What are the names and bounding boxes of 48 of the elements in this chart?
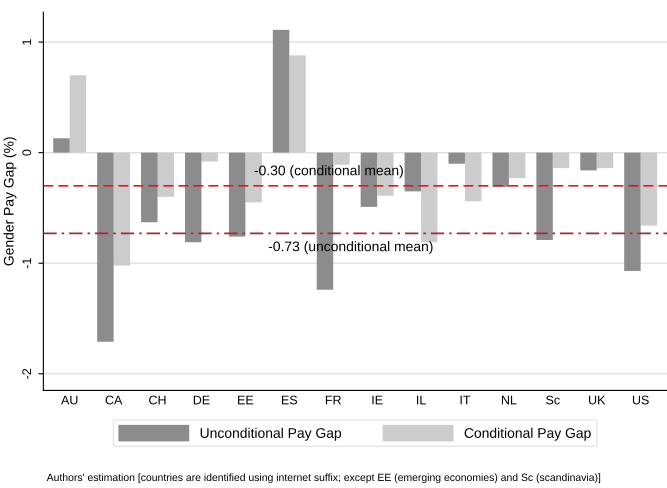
bar bbox=[97, 152, 114, 342]
bar bbox=[640, 152, 658, 226]
x-tick-label: CA bbox=[106, 396, 122, 404]
x-tick-label: Sc bbox=[546, 396, 560, 404]
bar bbox=[421, 152, 438, 242]
x-tick-label: IE bbox=[372, 396, 383, 404]
x-tick-label: IL bbox=[417, 396, 426, 404]
y-tick-label: -2 bbox=[22, 368, 32, 379]
bar bbox=[184, 152, 202, 242]
bar bbox=[289, 55, 306, 153]
bar bbox=[53, 138, 70, 153]
x-tick-label: EE bbox=[238, 396, 254, 404]
y-tick-label: -1 bbox=[22, 258, 32, 268]
text: Authors' estimation [countries are identified using internet suffix; except EE (emerging economies) and Sc (scandinavia)] bbox=[46, 473, 600, 484]
bar bbox=[508, 152, 526, 178]
x-tick-label: NL bbox=[502, 396, 516, 404]
y-axis-title: Gender Pay Gap (%) bbox=[3, 137, 16, 266]
bar bbox=[552, 152, 570, 168]
bar bbox=[114, 152, 130, 266]
bar bbox=[492, 152, 509, 187]
x-tick-label: CH bbox=[149, 396, 166, 404]
bar bbox=[536, 152, 553, 240]
bar bbox=[272, 30, 290, 153]
bar bbox=[624, 152, 641, 271]
ref-line-label: -0.73 (unconditional mean) bbox=[268, 241, 433, 254]
bar bbox=[596, 152, 614, 168]
legend-label: Conditional Pay Gap bbox=[464, 428, 591, 441]
x-tick-label: AU bbox=[61, 396, 78, 404]
x-tick-label: US bbox=[632, 396, 649, 404]
bar bbox=[464, 152, 482, 202]
bar bbox=[580, 152, 597, 170]
legend-label: Unconditional Pay Gap bbox=[200, 428, 342, 441]
bar bbox=[141, 152, 158, 222]
y-tick-label: 1 bbox=[22, 39, 32, 45]
bar bbox=[404, 152, 422, 192]
x-tick-label: FR bbox=[326, 396, 341, 404]
x-tick-label: DE bbox=[194, 396, 210, 404]
ref-line-label: -0.30 (conditional mean) bbox=[254, 165, 403, 178]
y-tick-label: 0 bbox=[22, 150, 32, 156]
x-tick-label: ES bbox=[282, 396, 298, 404]
x-tick-label: IT bbox=[460, 396, 470, 404]
bar bbox=[201, 152, 218, 162]
bar bbox=[158, 152, 174, 197]
bar bbox=[70, 75, 86, 153]
bar bbox=[228, 152, 246, 237]
bar bbox=[448, 152, 465, 164]
x-tick-label: UK bbox=[589, 396, 606, 404]
bar bbox=[333, 152, 350, 165]
